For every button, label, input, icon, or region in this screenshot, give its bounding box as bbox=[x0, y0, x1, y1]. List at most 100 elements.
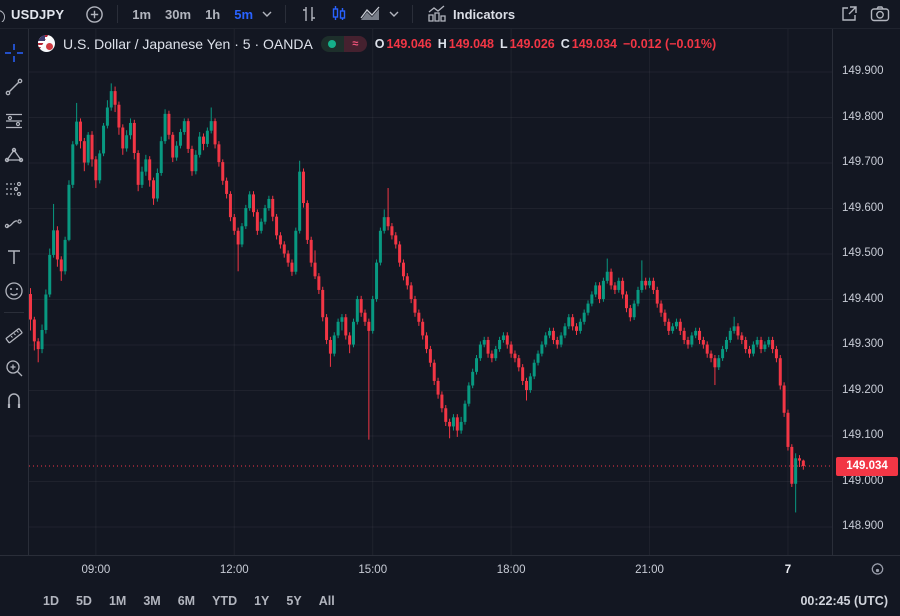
time-axis-label: 18:00 bbox=[496, 564, 526, 576]
price-axis-label: 149.200 bbox=[842, 383, 884, 396]
ohlc-value: 149.034 bbox=[571, 36, 617, 51]
indicators-button[interactable]: Indicators bbox=[421, 2, 520, 26]
range-button-3m[interactable]: 3M bbox=[143, 594, 161, 608]
range-button-6m[interactable]: 6M bbox=[177, 594, 196, 608]
range-button-1d[interactable]: 1D bbox=[43, 594, 59, 608]
zoom-in-tool[interactable] bbox=[1, 351, 27, 385]
price-axis[interactable]: 149.034 149.900 149.800 149.700 149.600 149.… bbox=[832, 28, 900, 555]
emoji-icon bbox=[5, 282, 23, 300]
drawing-toolbar bbox=[0, 28, 29, 555]
price-axis-label: 149.800 bbox=[842, 110, 884, 123]
crosshair-tool[interactable] bbox=[1, 36, 27, 70]
time-axis-label: 15:00 bbox=[358, 564, 388, 576]
price-axis-label: 148.900 bbox=[842, 520, 884, 532]
ohlc-letter: O bbox=[374, 36, 385, 51]
candles-chart-icon bbox=[332, 6, 346, 20]
magnet-icon bbox=[7, 393, 21, 408]
gear-icon bbox=[871, 563, 884, 575]
compare-add-symbol-button[interactable] bbox=[80, 2, 109, 26]
price-axis-label: 149.400 bbox=[842, 292, 884, 305]
clock[interactable]: 00:22:45 (UTC) bbox=[800, 594, 888, 608]
time-axis-label: 09:00 bbox=[81, 564, 111, 576]
chart-legend: U.S. Dollar / Japanese Yen · 5 · OANDA ≈… bbox=[38, 35, 716, 52]
chart-style-area-button[interactable] bbox=[354, 2, 386, 26]
ohlc-value: 149.048 bbox=[448, 36, 494, 51]
ruler-tool[interactable] bbox=[1, 317, 27, 351]
bars-chart-icon bbox=[303, 7, 316, 21]
sidebar-divider bbox=[4, 312, 24, 313]
range-button-ytd[interactable]: YTD bbox=[212, 594, 238, 608]
emoji-tool[interactable] bbox=[1, 274, 27, 308]
zoom-in-icon bbox=[6, 360, 23, 377]
brush-tool[interactable] bbox=[1, 206, 27, 240]
candlestick-chart[interactable] bbox=[29, 28, 832, 555]
camera-icon bbox=[870, 6, 890, 22]
legend-toggle-pills[interactable]: ≈ bbox=[320, 35, 367, 52]
indicators-icon bbox=[428, 5, 446, 22]
price-axis-label: 149.500 bbox=[842, 247, 884, 259]
range-button-5y[interactable]: 5Y bbox=[286, 594, 302, 608]
ohlc-letter: H bbox=[437, 36, 447, 51]
symbol-button[interactable]: USDJPY bbox=[11, 6, 65, 22]
area-chart-icon bbox=[360, 6, 380, 20]
chart-style-candles-button[interactable] bbox=[324, 2, 354, 26]
range-group: 1D 5D 1M 3M 6M YTD 1Y 5Y All bbox=[36, 592, 342, 610]
time-axis-label: 12:00 bbox=[219, 564, 249, 576]
time-axis-label: 21:00 bbox=[635, 564, 664, 576]
last-price-label: 149.034 bbox=[836, 456, 898, 476]
plus-circle-icon bbox=[86, 5, 104, 23]
chart-pane[interactable]: U.S. Dollar / Japanese Yen · 5 · OANDA ≈… bbox=[29, 28, 832, 555]
trend-line-tool[interactable] bbox=[1, 70, 27, 104]
toolbar-divider bbox=[117, 5, 119, 23]
similar-symbols-toggle[interactable]: ≈ bbox=[343, 35, 367, 52]
brush-icon bbox=[4, 219, 22, 229]
interval-button-1m[interactable]: 1m bbox=[132, 6, 152, 22]
trend-line-icon bbox=[5, 78, 23, 96]
indicators-label: Indicators bbox=[453, 6, 516, 22]
price-axis-label: 149.700 bbox=[842, 156, 884, 168]
ohlc-value: 149.046 bbox=[386, 36, 432, 51]
fib-retracement-tool[interactable] bbox=[1, 104, 27, 138]
pattern-tool[interactable] bbox=[1, 138, 27, 172]
fib-retracement-icon bbox=[6, 113, 22, 129]
magnet-tool[interactable] bbox=[1, 385, 27, 419]
chevron-down-icon bbox=[389, 11, 399, 17]
chart-style-dropdown-button[interactable] bbox=[386, 2, 404, 26]
chart-style-bars-button[interactable] bbox=[294, 2, 324, 26]
visibility-toggle[interactable] bbox=[320, 35, 344, 52]
axis-settings-button[interactable] bbox=[869, 562, 886, 584]
text-icon bbox=[8, 250, 20, 264]
interval-dropdown-button[interactable] bbox=[259, 2, 277, 26]
symbol-title[interactable]: U.S. Dollar / Japanese Yen · 5 · OANDA bbox=[63, 35, 313, 52]
interval-button-30m[interactable]: 30m bbox=[165, 6, 192, 22]
time-axis[interactable]: 09:00 12:00 15:00 18:00 21:00 7 bbox=[0, 555, 900, 587]
ohlc-value: 149.026 bbox=[509, 36, 555, 51]
price-change: −0.012 (−0.01%) bbox=[622, 36, 717, 51]
price-axis-label: 149.900 bbox=[842, 65, 884, 77]
screenshot-button[interactable] bbox=[864, 2, 896, 26]
range-button-1m[interactable]: 1M bbox=[108, 594, 127, 608]
clipped-search-icon bbox=[0, 6, 7, 22]
range-button-all[interactable]: All bbox=[318, 594, 335, 608]
crosshair-icon bbox=[5, 44, 23, 62]
ohlc-letter: L bbox=[499, 36, 508, 51]
forecast-tool[interactable] bbox=[1, 172, 27, 206]
interval-button-5m[interactable]: 5m bbox=[234, 6, 254, 22]
publish-share-button[interactable] bbox=[834, 2, 864, 26]
usdjpy-flag-icon bbox=[38, 35, 55, 52]
toolbar-divider bbox=[285, 5, 287, 23]
share-icon bbox=[842, 6, 857, 21]
range-button-5d[interactable]: 5D bbox=[75, 594, 92, 608]
interval-group: 1m 30m 1h 5m bbox=[126, 7, 259, 22]
top-toolbar: USDJPY 1m 30m 1h 5m bbox=[0, 0, 900, 29]
chevron-down-icon bbox=[262, 11, 272, 17]
price-axis-label: 149.100 bbox=[842, 429, 884, 441]
text-tool[interactable] bbox=[1, 240, 27, 274]
bottom-toolbar: 1D 5D 1M 3M 6M YTD 1Y 5Y All 00:22:45 (UTC) bbox=[0, 586, 900, 616]
price-axis-label: 149.600 bbox=[842, 201, 884, 214]
ohlc-letter: C bbox=[560, 36, 570, 51]
range-button-1y[interactable]: 1Y bbox=[254, 594, 270, 608]
pattern-icon bbox=[4, 147, 24, 163]
ohlc-values: O 149.046 H 149.048 L 149.026 C 149.034 −0.012 (… bbox=[375, 37, 716, 51]
interval-button-1h[interactable]: 1h bbox=[205, 6, 221, 22]
